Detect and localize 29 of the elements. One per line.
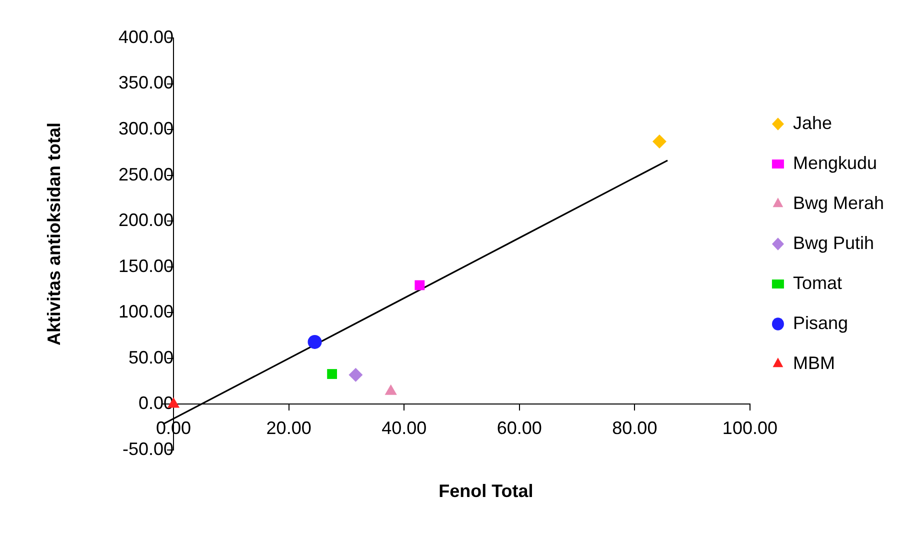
y-tick-label: 250.00 <box>118 164 174 184</box>
x-tick-label: 20.00 <box>266 418 312 438</box>
x-tick-label: 60.00 <box>496 418 542 438</box>
legend-label: Jahe <box>792 112 832 133</box>
y-tick-label: 100.00 <box>118 302 174 322</box>
x-tick-label: 40.00 <box>382 418 427 438</box>
legend-label: MBM <box>792 352 835 373</box>
y-tick-label: 150.00 <box>118 256 174 276</box>
y-tick-label: 300.00 <box>118 118 174 139</box>
y-axis-title: Aktivitas antioksidan total <box>44 122 64 346</box>
y-tick-label: 350.00 <box>118 72 174 93</box>
point <box>327 369 337 379</box>
x-axis-title: Fenol Total <box>438 480 534 501</box>
legend-label: Pisang <box>792 312 848 333</box>
point <box>348 368 363 382</box>
legend-label: Bwg Putih <box>792 232 874 253</box>
legend-label: Mengkudu <box>792 152 878 173</box>
x-tick-label: 80.00 <box>612 418 658 438</box>
point <box>652 134 666 148</box>
y-tick-label: 400.00 <box>118 26 174 47</box>
point <box>384 384 397 395</box>
point <box>308 334 322 349</box>
y-tick-label: -50.00 <box>122 438 174 459</box>
legend-label: Tomat <box>792 272 842 293</box>
y-tick-label: 200.00 <box>118 210 174 230</box>
x-tick-label: 100.00 <box>722 418 778 438</box>
legend-label: Bwg Merah <box>792 192 884 213</box>
point <box>414 280 425 290</box>
y-tick-label: 50.00 <box>128 347 174 368</box>
